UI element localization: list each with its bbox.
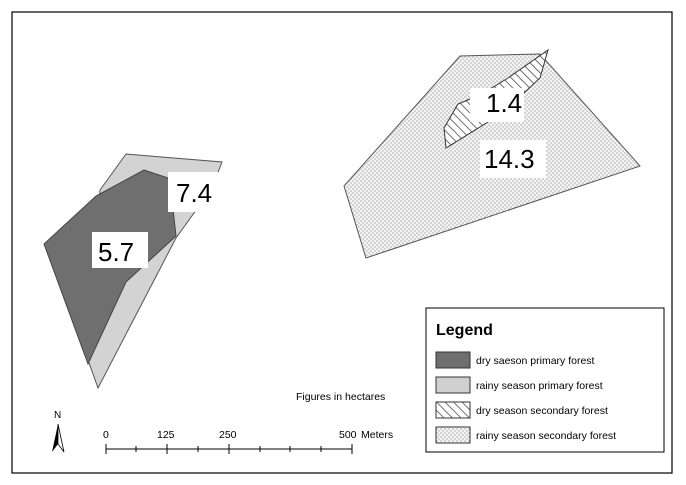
area-label-rainy-primary: 7.4 xyxy=(176,178,212,208)
scale-bar-ticks xyxy=(105,444,353,454)
legend-label-rainy-primary: rainy season primary forest xyxy=(476,380,603,392)
scale-label-250: 250 xyxy=(219,429,237,441)
legend-label-dry-secondary: dry season secondary forest xyxy=(476,405,608,417)
scale-label-500: 500 xyxy=(339,429,357,441)
area-label-box-rainy-primary xyxy=(168,172,224,212)
legend: Legend dry saeson primary forest rainy s… xyxy=(425,307,665,453)
legend-swatch-rainy-primary xyxy=(435,376,471,394)
legend-swatch-dry-secondary xyxy=(435,401,471,419)
legend-label-rainy-secondary: rainy season secondary forest xyxy=(476,430,616,442)
legend-title: Legend xyxy=(436,322,493,339)
legend-swatch-rainy-secondary xyxy=(435,426,471,444)
area-label-box-rainy-secondary xyxy=(480,140,546,178)
legend-swatch-dry-primary xyxy=(435,351,471,369)
scale-unit: Meters xyxy=(361,429,393,441)
units-note: Figures in hectares xyxy=(296,391,385,403)
area-label-dry-secondary: 1.4 xyxy=(486,88,522,118)
area-label-rainy-secondary: 14.3 xyxy=(484,144,535,174)
area-label-box-dry-secondary xyxy=(470,88,524,122)
north-arrow-icon: N xyxy=(52,410,65,453)
area-label-dry-primary: 5.7 xyxy=(98,237,134,267)
area-label-box-dry-primary xyxy=(92,232,148,268)
north-letter: N xyxy=(54,410,61,421)
scale-label-125: 125 xyxy=(157,429,175,441)
scale-label-0: 0 xyxy=(103,429,109,441)
scale-bar: 0 125 250 500 Meters xyxy=(103,429,393,454)
legend-label-dry-primary: dry saeson primary forest xyxy=(476,355,595,367)
